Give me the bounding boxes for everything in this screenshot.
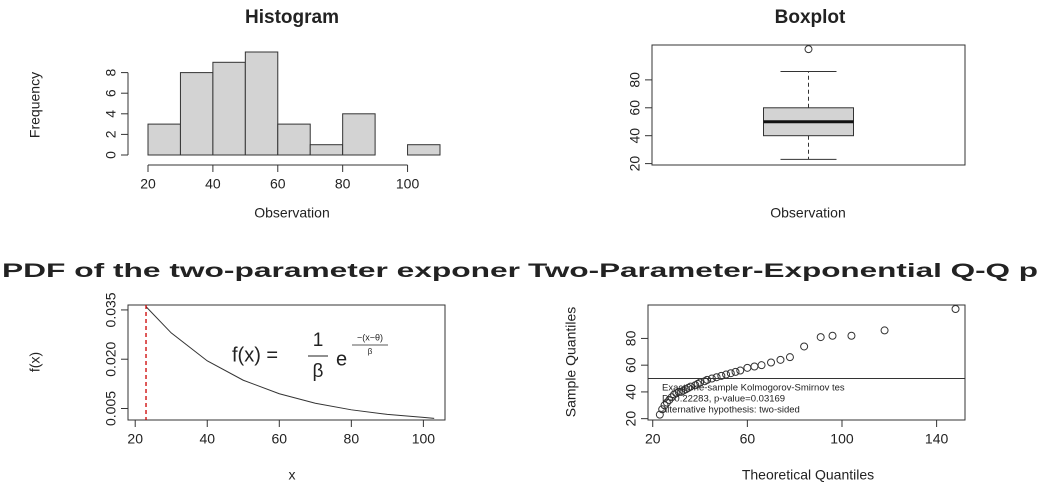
x-tick-label: 80 <box>344 431 360 447</box>
point <box>655 410 664 419</box>
point <box>726 369 735 378</box>
x-tick-label: 140 <box>925 431 949 447</box>
point <box>951 305 960 314</box>
formula: β <box>313 361 324 382</box>
point <box>667 393 676 402</box>
formula: 1 <box>313 330 324 351</box>
y-tick-label: 60 <box>627 100 643 116</box>
chart-title: PDF of the two-parameter exponer <box>2 261 521 282</box>
point <box>696 378 705 387</box>
point <box>722 370 731 379</box>
y-tick-label: 6 <box>103 89 119 97</box>
x-tick-label: 60 <box>740 431 756 447</box>
x-tick-label: 80 <box>335 176 351 192</box>
x-tick-label: 60 <box>270 176 286 192</box>
point <box>880 326 889 335</box>
x-tick-label: 60 <box>272 431 288 447</box>
y-axis-label: f(x) <box>27 352 43 372</box>
x-tick-label: 20 <box>140 176 156 192</box>
x-tick-label: 100 <box>830 431 854 447</box>
chart-title: Histogram <box>245 7 339 28</box>
point <box>665 395 674 404</box>
point <box>707 374 716 383</box>
formula: f(x) = <box>232 344 278 366</box>
y-tick-label: 20 <box>627 156 643 172</box>
y-tick-label: 0.020 <box>103 341 119 376</box>
x-tick-label: 20 <box>127 431 143 447</box>
formula: e <box>336 348 347 370</box>
x-tick-label: 100 <box>412 431 436 447</box>
point <box>785 353 794 362</box>
bar <box>277 123 311 156</box>
bar <box>309 144 344 156</box>
y-tick-label: 80 <box>627 72 643 88</box>
legend-text: D=0.22283, p-value=0.03169 <box>662 394 785 405</box>
x-axis-label: Observation <box>770 205 845 221</box>
point <box>757 361 766 370</box>
bar <box>342 113 376 156</box>
point <box>750 362 759 371</box>
x-axis-label: x <box>289 467 296 483</box>
y-tick-label: 8 <box>103 68 119 76</box>
bar <box>407 144 441 156</box>
bar <box>179 72 214 156</box>
chart-title: Two-Parameter-Exponential Q-Q p <box>528 261 1038 282</box>
legend-text: alternative hypothesis: two-sided <box>662 405 800 416</box>
point <box>686 382 695 391</box>
point <box>776 355 785 364</box>
plot-frame <box>127 304 446 421</box>
point <box>847 331 856 340</box>
point <box>660 401 669 410</box>
x-tick-label: 100 <box>396 176 420 192</box>
formula: β <box>368 347 373 356</box>
y-tick-label: 80 <box>623 330 639 346</box>
y-axis-label: Sample Quantiles <box>563 307 579 418</box>
x-tick-label: 20 <box>645 431 661 447</box>
point <box>674 387 683 396</box>
plot-frame <box>651 44 966 166</box>
point <box>662 398 671 407</box>
point <box>717 371 726 380</box>
point <box>736 366 745 375</box>
point <box>800 342 809 351</box>
formula: −(x−θ) <box>357 332 383 342</box>
x-axis-label: Theoretical Quantiles <box>742 467 874 483</box>
y-tick-label: 0.035 <box>103 292 119 327</box>
point <box>828 331 837 340</box>
y-tick-label: 0 <box>103 151 119 159</box>
y-tick-label: 20 <box>623 411 639 427</box>
point <box>658 405 667 414</box>
y-tick-label: 40 <box>627 128 643 144</box>
plot-frame <box>647 304 966 421</box>
x-tick-label: 40 <box>199 431 215 447</box>
x-tick-label: 40 <box>205 176 221 192</box>
x-axis-label: Observation <box>254 205 329 221</box>
y-tick-label: 40 <box>623 384 639 400</box>
y-axis-label: Frequency <box>27 72 43 138</box>
line <box>145 306 435 419</box>
point <box>731 367 740 376</box>
chart-title: Boxplot <box>775 7 846 28</box>
y-tick-label: 0.005 <box>103 391 119 426</box>
point <box>743 363 752 372</box>
y-tick-label: 4 <box>103 110 119 118</box>
outlier <box>804 45 813 54</box>
point <box>712 373 721 382</box>
y-tick-label: 2 <box>103 130 119 138</box>
point <box>816 333 825 342</box>
bar <box>244 51 279 156</box>
y-tick-label: 60 <box>623 357 639 373</box>
bar <box>147 123 181 156</box>
bar <box>212 61 246 156</box>
legend-text: Exact one-sample Kolmogorov-Smirnov tes <box>662 383 845 394</box>
point <box>767 358 776 367</box>
point <box>703 375 712 384</box>
